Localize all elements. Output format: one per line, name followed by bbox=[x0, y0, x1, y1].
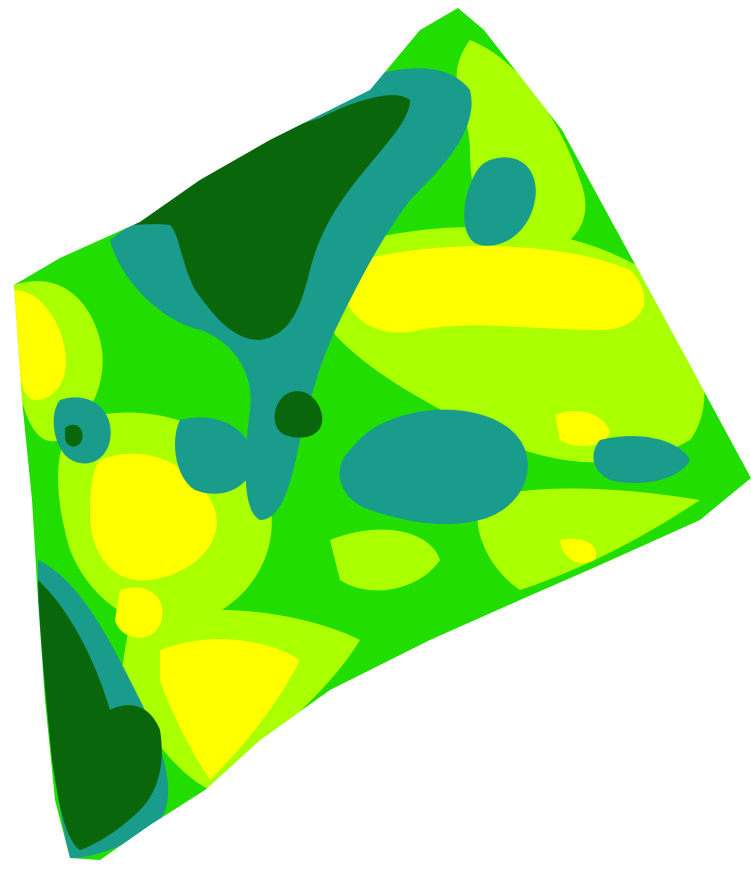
zone-very-low-patch bbox=[274, 391, 323, 438]
zone-very-high-patch bbox=[90, 453, 217, 581]
zone-low-patch bbox=[593, 436, 690, 484]
zone-low-patch bbox=[53, 397, 111, 464]
zone-low-patch bbox=[464, 157, 536, 246]
zone-very-high-patch bbox=[160, 639, 300, 780]
zone-very-high-patch bbox=[115, 587, 163, 638]
zone-low-patch bbox=[175, 417, 255, 494]
zone-high-patch bbox=[330, 529, 440, 591]
zone-very-high-patch bbox=[344, 246, 645, 333]
zone-very-high-patch bbox=[560, 538, 596, 564]
zone-very-low-patch bbox=[65, 424, 83, 447]
zone-very-low-patch bbox=[118, 95, 410, 340]
zone-very-low-patch bbox=[38, 580, 162, 850]
zone-very-high-patch bbox=[555, 411, 610, 447]
zone-high-patch bbox=[477, 488, 700, 590]
zone-low-patch bbox=[339, 409, 528, 525]
zone-very-high-patch bbox=[14, 290, 66, 400]
